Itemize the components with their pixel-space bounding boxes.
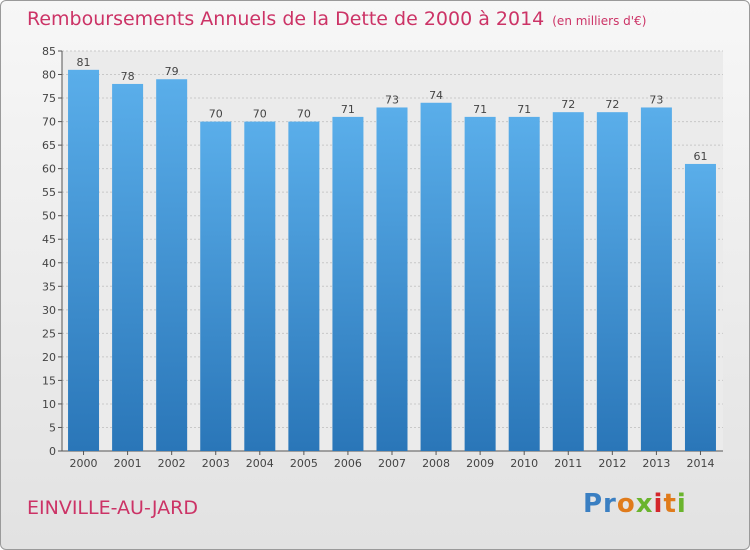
x-tick-label: 2012 bbox=[598, 457, 626, 470]
x-tick-label: 2007 bbox=[378, 457, 406, 470]
bar bbox=[288, 121, 320, 452]
proxiti-logo: Proxiti bbox=[583, 489, 687, 519]
x-axis: 2000 2001 2002 2003 2004 2005 2006 2007 2008 2009… bbox=[62, 450, 723, 470]
data-label: 71 bbox=[341, 103, 355, 116]
x-tick-label: 2001 bbox=[114, 457, 142, 470]
x-tick-label: 2014 bbox=[686, 457, 714, 470]
data-label: 71 bbox=[517, 103, 531, 116]
y-tick-label: 10 bbox=[42, 398, 56, 411]
bar bbox=[68, 69, 100, 451]
commune-name: EINVILLE-AU-JARD bbox=[27, 497, 198, 519]
x-tick-label: 2013 bbox=[642, 457, 670, 470]
bar bbox=[640, 107, 672, 452]
chart-title-text: Remboursements Annuels de la Dette de 20… bbox=[27, 8, 545, 30]
y-tick-label: 85 bbox=[42, 45, 56, 58]
x-tick-label: 2004 bbox=[246, 457, 274, 470]
x-tick-label: 2008 bbox=[422, 457, 450, 470]
x-tick-label: 2011 bbox=[554, 457, 582, 470]
y-tick-label: 80 bbox=[42, 69, 56, 82]
data-label: 71 bbox=[473, 103, 487, 116]
bar bbox=[244, 121, 276, 452]
x-tick-label: 2005 bbox=[290, 457, 318, 470]
data-label: 70 bbox=[209, 108, 223, 121]
chart-subtitle: (en milliers d'€) bbox=[552, 14, 647, 28]
x-tick-label: 2009 bbox=[466, 457, 494, 470]
y-tick-label: 40 bbox=[42, 257, 56, 270]
x-tick-label: 2003 bbox=[202, 457, 230, 470]
data-label: 70 bbox=[253, 108, 267, 121]
y-tick-label: 45 bbox=[42, 233, 56, 246]
bar bbox=[420, 102, 452, 451]
chart-title: Remboursements Annuels de la Dette de 20… bbox=[27, 8, 646, 30]
y-tick-label: 20 bbox=[42, 351, 56, 364]
x-tick-label: 2010 bbox=[510, 457, 538, 470]
bar bbox=[596, 112, 628, 452]
data-label: 72 bbox=[605, 98, 619, 111]
y-tick-label: 35 bbox=[42, 280, 56, 293]
data-label: 72 bbox=[561, 98, 575, 111]
data-label: 73 bbox=[385, 93, 399, 106]
y-tick-label: 25 bbox=[42, 327, 56, 340]
bar bbox=[200, 121, 232, 452]
data-label: 61 bbox=[693, 150, 707, 163]
bar bbox=[684, 163, 716, 452]
bar bbox=[376, 107, 408, 452]
x-tick-label: 2000 bbox=[70, 457, 98, 470]
x-tick-label: 2002 bbox=[158, 457, 186, 470]
y-tick-label: 30 bbox=[42, 304, 56, 317]
y-axis: 0 5 10 15 20 25 30 35 40 45 50 55 60 65 70 75 80 85 bbox=[42, 45, 63, 458]
y-tick-label: 65 bbox=[42, 139, 56, 152]
data-label: 73 bbox=[649, 93, 663, 106]
data-label: 70 bbox=[297, 108, 311, 121]
y-tick-label: 55 bbox=[42, 186, 56, 199]
y-tick-label: 0 bbox=[49, 445, 56, 458]
data-label: 74 bbox=[429, 89, 443, 102]
y-tick-label: 15 bbox=[42, 374, 56, 387]
bar bbox=[112, 83, 144, 452]
data-label: 81 bbox=[77, 56, 91, 69]
y-tick-label: 60 bbox=[42, 163, 56, 176]
data-labels: 81 78 79 70 70 70 71 73 74 71 71 72 72 73 61 bbox=[77, 56, 708, 163]
y-tick-label: 70 bbox=[42, 116, 56, 129]
bar bbox=[332, 116, 364, 451]
bar bbox=[508, 116, 540, 451]
bar bbox=[552, 112, 584, 452]
bar bbox=[156, 79, 188, 451]
x-tick-label: 2006 bbox=[334, 457, 362, 470]
y-tick-label: 75 bbox=[42, 92, 56, 105]
y-tick-label: 5 bbox=[49, 421, 56, 434]
y-tick-label: 50 bbox=[42, 210, 56, 223]
bar bbox=[464, 116, 496, 451]
data-label: 79 bbox=[165, 65, 179, 78]
bars bbox=[68, 69, 716, 452]
data-label: 78 bbox=[121, 70, 135, 83]
